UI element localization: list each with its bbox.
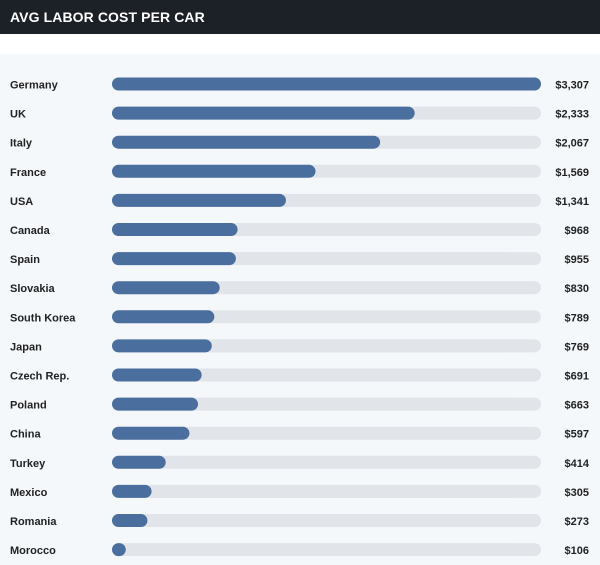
bar-row: USA $1,341 bbox=[10, 193, 589, 208]
category-label: Turkey bbox=[10, 458, 46, 470]
category-label: Japan bbox=[10, 341, 42, 353]
bar bbox=[112, 397, 199, 411]
bar bbox=[112, 135, 381, 149]
bar bbox=[112, 426, 190, 440]
value-label: $1,569 bbox=[555, 167, 589, 179]
bar-track bbox=[112, 484, 541, 498]
value-label: $663 bbox=[565, 400, 589, 412]
bar-row: Slovakia $830 bbox=[10, 281, 589, 295]
bar bbox=[112, 543, 126, 557]
bar-row: Morocco $106 bbox=[10, 543, 589, 557]
bar bbox=[112, 455, 166, 469]
bar bbox=[112, 339, 212, 353]
bar-row: UK $2,333 bbox=[10, 106, 589, 121]
bar bbox=[112, 223, 238, 236]
value-label: $597 bbox=[565, 429, 589, 441]
bar-row: South Korea $789 bbox=[10, 310, 589, 324]
bar-chart: Germany $3,307 UK $2,333 Italy $2,067 France $1… bbox=[0, 54, 600, 565]
value-label: $305 bbox=[565, 487, 589, 499]
bar-track bbox=[112, 281, 541, 295]
bar-row: China $597 bbox=[10, 426, 589, 441]
bar bbox=[112, 164, 316, 178]
value-label: $2,067 bbox=[555, 138, 589, 150]
value-label: $968 bbox=[565, 225, 589, 237]
bar-row: Spain $955 bbox=[10, 252, 589, 266]
bar bbox=[112, 484, 152, 498]
header-spacer bbox=[0, 34, 600, 54]
value-label: $769 bbox=[565, 341, 589, 353]
category-label: Germany bbox=[10, 80, 59, 92]
bar-row: Romania $273 bbox=[10, 514, 589, 528]
category-label: Canada bbox=[10, 225, 51, 237]
bar-row: Czech Rep. $691 bbox=[10, 368, 589, 383]
bar-row: Poland $663 bbox=[10, 397, 589, 412]
bar-track bbox=[112, 310, 541, 324]
category-label: UK bbox=[10, 109, 26, 121]
value-label: $691 bbox=[565, 371, 589, 383]
bar bbox=[112, 77, 541, 91]
bar-row: Turkey $414 bbox=[10, 455, 590, 470]
category-label: Morocco bbox=[10, 545, 56, 557]
category-label: Italy bbox=[10, 138, 33, 150]
bar bbox=[112, 281, 220, 295]
bar-track bbox=[112, 543, 541, 557]
bar-track bbox=[112, 455, 541, 469]
value-label: $1,341 bbox=[555, 196, 589, 208]
category-label: Romania bbox=[10, 516, 57, 528]
bar-chart-svg: Germany $3,307 UK $2,333 Italy $2,067 France $1… bbox=[10, 77, 590, 557]
bar bbox=[112, 310, 215, 324]
value-label: $414 bbox=[565, 458, 590, 470]
value-label: $2,333 bbox=[555, 109, 589, 121]
bar-row: Mexico $305 bbox=[10, 484, 589, 499]
category-label: China bbox=[10, 429, 41, 441]
bar bbox=[112, 252, 236, 266]
bar-track bbox=[112, 339, 541, 353]
category-label: South Korea bbox=[10, 312, 76, 324]
category-label: Poland bbox=[10, 400, 47, 412]
value-label: $830 bbox=[565, 283, 589, 295]
value-label: $106 bbox=[565, 545, 589, 557]
bar-row: Canada $968 bbox=[10, 223, 589, 237]
category-label: Mexico bbox=[10, 487, 48, 499]
bar-row: Italy $2,067 bbox=[10, 135, 589, 150]
value-label: $273 bbox=[565, 516, 589, 528]
bar bbox=[112, 514, 148, 527]
bar-track bbox=[112, 368, 541, 382]
category-label: Czech Rep. bbox=[10, 371, 69, 383]
category-label: Spain bbox=[10, 254, 40, 266]
category-label: USA bbox=[10, 196, 33, 208]
value-label: $955 bbox=[565, 254, 589, 266]
chart-header: AVG LABOR COST PER CAR bbox=[0, 0, 600, 34]
chart-title: AVG LABOR COST PER CAR bbox=[10, 9, 205, 25]
bar bbox=[112, 106, 415, 120]
bar-row: France $1,569 bbox=[10, 164, 589, 179]
bar-track bbox=[112, 426, 541, 440]
value-label: $789 bbox=[565, 312, 589, 324]
bar bbox=[112, 368, 202, 382]
bar bbox=[112, 193, 286, 207]
value-label: $3,307 bbox=[555, 80, 589, 92]
category-label: Slovakia bbox=[10, 283, 56, 295]
bar-row: Germany $3,307 bbox=[10, 77, 589, 92]
bar-row: Japan $769 bbox=[10, 339, 589, 353]
bar-track bbox=[112, 514, 541, 527]
category-label: France bbox=[10, 167, 46, 179]
bar-track bbox=[112, 397, 541, 411]
